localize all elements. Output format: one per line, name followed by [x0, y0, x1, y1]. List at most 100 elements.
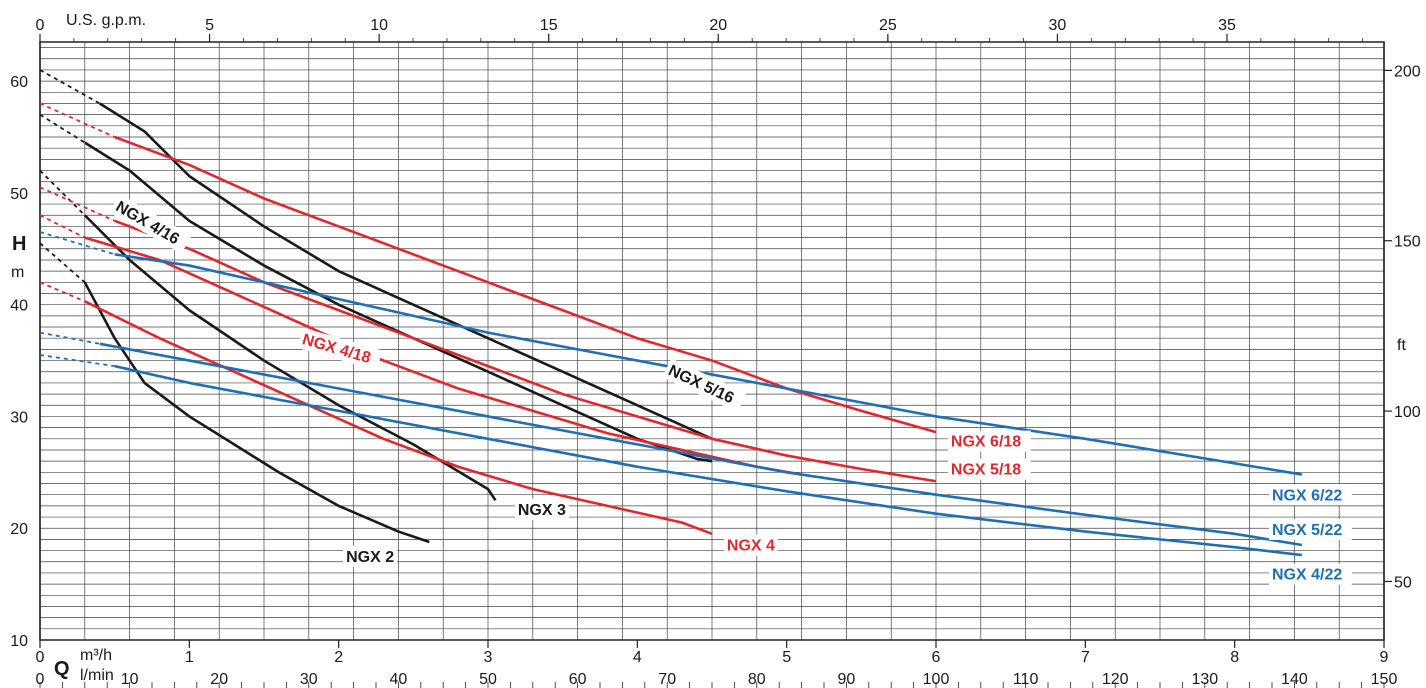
dashed-ngx-3 [39, 169, 86, 216]
x-top-tick-label: 10 [370, 17, 388, 34]
x-m3h-tick-label: 4 [633, 649, 642, 666]
dashed-ngx-2 [39, 242, 86, 283]
label-bg-ngx-5-18 [947, 458, 1031, 480]
x-m3h-tick-label: 9 [1380, 649, 1389, 666]
label-bg-ngx-4-18 [297, 327, 383, 371]
top-axis-unit: U.S. g.p.m. [66, 12, 146, 29]
x-lmin-tick-label: 130 [1191, 671, 1218, 688]
x-lmin-tick-label: 50 [479, 671, 497, 688]
dashed-ngx-5-18 [39, 186, 116, 222]
y-right-unit-ft: ft [1397, 337, 1406, 354]
dashed-ngx-4-16 [39, 113, 86, 144]
pump-curves [83, 102, 1303, 557]
curve-ngx-5-18 [114, 219, 937, 483]
x-lmin-tick-label: 100 [923, 671, 950, 688]
label-ngx-4-22: NGX 4/22 [1272, 567, 1342, 584]
label-group-ngx-4-18: NGX 4/18 [297, 327, 383, 371]
curve-ngx-4-18 [84, 236, 802, 476]
label-ngx-4: NGX 4 [727, 538, 775, 555]
x-lmin-tick-label: 150 [1371, 671, 1398, 688]
x-m3h-tick-label: 7 [1081, 649, 1090, 666]
curve-ngx-4 [84, 300, 713, 536]
label-bg-ngx-4-22 [1269, 563, 1352, 585]
y-left-tick-label: 20 [10, 521, 28, 538]
x-lmin-tick-label: 60 [569, 671, 587, 688]
x-lmin-tick-label: 40 [390, 671, 408, 688]
x-lmin-tick-label: 20 [210, 671, 228, 688]
y-axis-unit-m: m [11, 264, 24, 281]
x-lmin-tick-label: 30 [300, 671, 318, 688]
plot-frame [39, 41, 1385, 641]
label-ngx-5-18: NGX 5/18 [951, 462, 1021, 479]
x-axis-unit-lmin: l/min [80, 667, 114, 684]
label-ngx-4-18: NGX 4/18 [300, 331, 372, 367]
curve-ngx-6-22 [114, 253, 1303, 476]
axis-units: U.S. g.p.m. H m ft Q m³/h l/min [11, 12, 1406, 684]
x-top-tick-label: 25 [879, 17, 897, 34]
x-lmin-tick-label: 110 [1013, 671, 1039, 688]
label-bg-ngx-3 [514, 498, 569, 520]
curve-ngx-6-18 [114, 135, 937, 434]
x-axis-unit-m3h: m³/h [80, 647, 112, 664]
y-axis-label-h: H [12, 233, 26, 255]
label-group-ngx-2: NGX 2 [343, 545, 398, 567]
label-bg-ngx-5-22 [1269, 518, 1352, 540]
x-m3h-tick-label: 3 [484, 649, 493, 666]
x-lmin-tick-label: 140 [1281, 671, 1308, 688]
label-bg-ngx-4 [723, 534, 778, 556]
y-left-tick-label: 30 [10, 409, 28, 426]
label-bg-ngx-5-16 [662, 358, 747, 413]
x-m3h-tick-label: 5 [782, 649, 791, 666]
dashed-ngx-4-18 [39, 214, 86, 239]
label-ngx-2: NGX 2 [346, 549, 394, 566]
label-group-ngx-5-16: NGX 5/16 [662, 358, 747, 413]
label-group-ngx-6-18: NGX 6/18 [947, 430, 1031, 452]
dashed-ngx-5-16 [39, 69, 101, 105]
y-left-tick-label: 40 [10, 298, 28, 315]
x-m3h-tick-label: 2 [334, 649, 343, 666]
x-axis-label-q: Q [54, 658, 70, 680]
x-lmin-tick-label: 70 [658, 671, 676, 688]
x-top-tick-label: 30 [1049, 17, 1067, 34]
label-bg-ngx-2 [343, 545, 398, 567]
label-group-ngx-6-22: NGX 6/22 [1269, 484, 1352, 506]
label-bg-ngx-4-16 [109, 194, 192, 254]
x-m3h-tick-label: 1 [185, 649, 194, 666]
y-left-tick-label: 50 [10, 186, 28, 203]
x-top-tick-label: 15 [540, 17, 558, 34]
x-lmin-tick-label: 0 [36, 671, 45, 688]
x-lmin-tick-label: 120 [1102, 671, 1129, 688]
label-ngx-6-22: NGX 6/22 [1272, 487, 1342, 504]
curve-ngx-5-16 [99, 102, 713, 440]
x-m3h-tick-label: 6 [932, 649, 941, 666]
label-group-ngx-4-22: NGX 4/22 [1269, 563, 1352, 585]
x-lmin-tick-label: 90 [838, 671, 856, 688]
label-ngx-6-18: NGX 6/18 [951, 434, 1021, 451]
curve-ngx-4-22 [114, 364, 1303, 557]
dashed-ngx-5-22 [39, 331, 100, 345]
grid-lines [39, 41, 1385, 641]
x-top-tick-label: 5 [205, 17, 214, 34]
y-right-tick-label: 100 [1394, 404, 1421, 421]
y-right-tick-label: 150 [1394, 234, 1421, 251]
y-right-tick-label: 200 [1394, 63, 1421, 80]
x-lmin-tick-label: 10 [121, 671, 139, 688]
curve-ngx-2 [83, 281, 430, 543]
label-group-ngx-4: NGX 4 [723, 534, 778, 556]
x-top-tick-label: 20 [709, 17, 727, 34]
label-group-ngx-3: NGX 3 [514, 498, 569, 520]
x-top-tick-label: 35 [1218, 17, 1236, 34]
x-top-tick-label: 0 [36, 17, 45, 34]
label-group-ngx-5-18: NGX 5/18 [947, 458, 1031, 480]
y-left-tick-label: 10 [10, 633, 28, 650]
x-m3h-tick-label: 8 [1230, 649, 1239, 666]
label-group-ngx-5-22: NGX 5/22 [1269, 518, 1352, 540]
label-ngx-3: NGX 3 [518, 502, 566, 519]
dashed-extensions [39, 69, 116, 368]
dashed-ngx-6-22 [39, 231, 115, 256]
label-ngx-5-22: NGX 5/22 [1272, 522, 1342, 539]
label-bg-ngx-6-18 [947, 430, 1031, 452]
x-lmin-tick-label: 80 [748, 671, 766, 688]
